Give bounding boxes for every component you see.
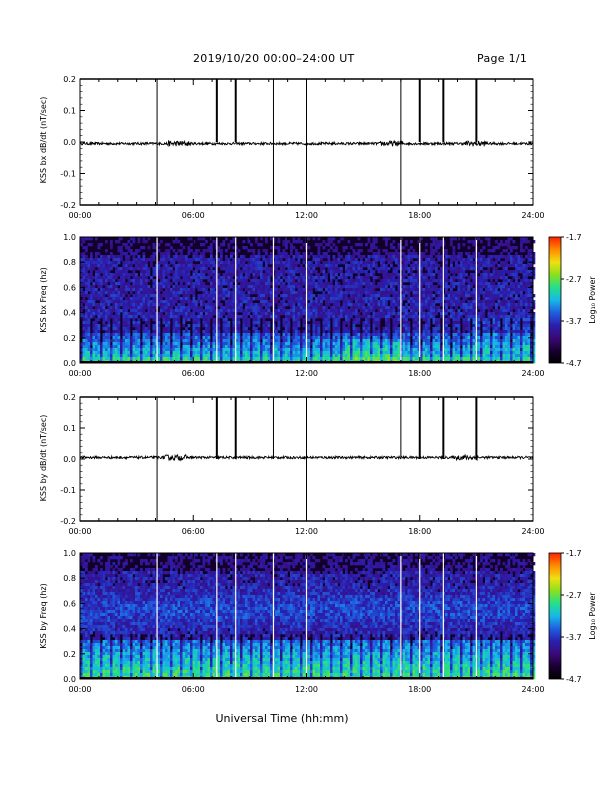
ytick-label-1-1: 0.2 — [63, 334, 76, 343]
spectrogram-cells-1 — [80, 237, 536, 364]
xtick-label-0-0: 00:00 — [68, 211, 91, 220]
ytick-label-3-2: 0.4 — [63, 625, 76, 634]
ytick-label-3-1: 0.2 — [63, 650, 76, 659]
plot-frame-1 — [79, 236, 534, 364]
plot-frame-0 — [79, 78, 534, 206]
page-number: Page 1/1 — [477, 52, 528, 65]
bx-freq-ylabel: KSS bx Freq (hz) — [39, 267, 48, 333]
plot-frame-3 — [79, 552, 534, 680]
colorbar-1 — [548, 236, 562, 364]
plot-frame-2 — [79, 396, 534, 522]
panel-bx-spectrogram: KSS bx Freq (hz) Log₁₀ Power 0.0 0.2 0.4 0.… — [39, 233, 597, 378]
xtick-label-1-0: 00:00 — [68, 369, 91, 378]
by-dbdt-ylabel: KSS by dB/dt (nT/sec) — [39, 415, 48, 502]
panel-by-spectrogram: KSS by Freq (hz) Log₁₀ Power 0.0 0.2 0.4 0.… — [39, 549, 597, 694]
ytick-label-3-5: 1.0 — [63, 549, 76, 558]
page-title: 2019/10/20 00:00–24:00 UT — [193, 52, 355, 65]
ytick-label-2-1: -0.1 — [60, 486, 76, 495]
ytick-label-0-1: -0.1 — [60, 170, 76, 179]
ytick-label-1-4: 0.8 — [63, 258, 76, 267]
ytick-label-2-3: 0.1 — [63, 424, 76, 433]
x-axis-label: Universal Time (hh:mm) — [216, 712, 349, 725]
xtick-label-1-2: 12:00 — [295, 369, 318, 378]
ytick-label-0-4: 0.2 — [63, 75, 76, 84]
xtick-label-1-4: 24:00 — [521, 369, 544, 378]
colorbar-tick-label-1-0: -1.7 — [566, 233, 582, 242]
xtick-label-2-0: 00:00 — [68, 527, 91, 536]
bx-colorbar-label: Log₁₀ Power — [588, 276, 597, 324]
xtick-label-3-2: 12:00 — [295, 685, 318, 694]
xtick-label-2-3: 18:00 — [408, 527, 431, 536]
ytick-label-1-3: 0.6 — [63, 283, 76, 292]
spectrogram-cells-3 — [80, 553, 536, 680]
xtick-label-0-2: 12:00 — [295, 211, 318, 220]
xtick-label-2-4: 24:00 — [521, 527, 544, 536]
ytick-label-2-4: 0.2 — [63, 393, 76, 402]
bx-dbdt-ylabel: KSS bx dB/dt (nT/sec) — [39, 97, 48, 184]
xtick-label-3-1: 06:00 — [182, 685, 205, 694]
by-freq-ylabel: KSS by Freq (hz) — [39, 583, 48, 649]
ytick-label-1-5: 1.0 — [63, 233, 76, 242]
xtick-label-3-0: 00:00 — [68, 685, 91, 694]
xtick-label-0-4: 24:00 — [521, 211, 544, 220]
ytick-label-0-3: 0.1 — [63, 107, 76, 116]
xtick-label-0-1: 06:00 — [182, 211, 205, 220]
xtick-label-2-1: 06:00 — [182, 527, 205, 536]
xtick-label-1-1: 06:00 — [182, 369, 205, 378]
ytick-label-0-2: 0.0 — [63, 138, 76, 147]
ytick-label-1-2: 0.4 — [63, 309, 76, 318]
ytick-label-3-0: 0.0 — [63, 675, 76, 684]
ytick-label-2-0: -0.2 — [60, 517, 76, 526]
colorbar-tick-label-1-2: -3.7 — [566, 317, 582, 326]
xtick-label-0-3: 18:00 — [408, 211, 431, 220]
xtick-label-3-4: 24:00 — [521, 685, 544, 694]
colorbar-tick-label-3-1: -2.7 — [566, 591, 582, 600]
colorbar-tick-label-3-0: -1.7 — [566, 549, 582, 558]
panel-by-dbdt: KSS by dB/dt (nT/sec) -0.2 -0.1 0.0 0.1 0.2 0… — [39, 393, 545, 536]
colorbar-tick-label-3-3: -4.7 — [566, 675, 582, 684]
ytick-label-3-4: 0.8 — [63, 574, 76, 583]
by-colorbar-label: Log₁₀ Power — [588, 592, 597, 640]
xtick-label-1-3: 18:00 — [408, 369, 431, 378]
colorbar-3 — [548, 552, 562, 680]
xtick-label-2-2: 12:00 — [295, 527, 318, 536]
colorbar-tick-label-1-3: -4.7 — [566, 359, 582, 368]
ytick-label-1-0: 0.0 — [63, 359, 76, 368]
colorbar-tick-label-3-2: -3.7 — [566, 633, 582, 642]
ytick-label-0-0: -0.2 — [60, 201, 76, 210]
panel-bx-dbdt: KSS bx dB/dt (nT/sec) -0.2 -0.1 0.0 0.1 0.2 0… — [39, 75, 545, 220]
colorbar-tick-label-1-1: -2.7 — [566, 275, 582, 284]
ytick-label-2-2: 0.0 — [63, 455, 76, 464]
xtick-label-3-3: 18:00 — [408, 685, 431, 694]
ytick-label-3-3: 0.6 — [63, 599, 76, 608]
